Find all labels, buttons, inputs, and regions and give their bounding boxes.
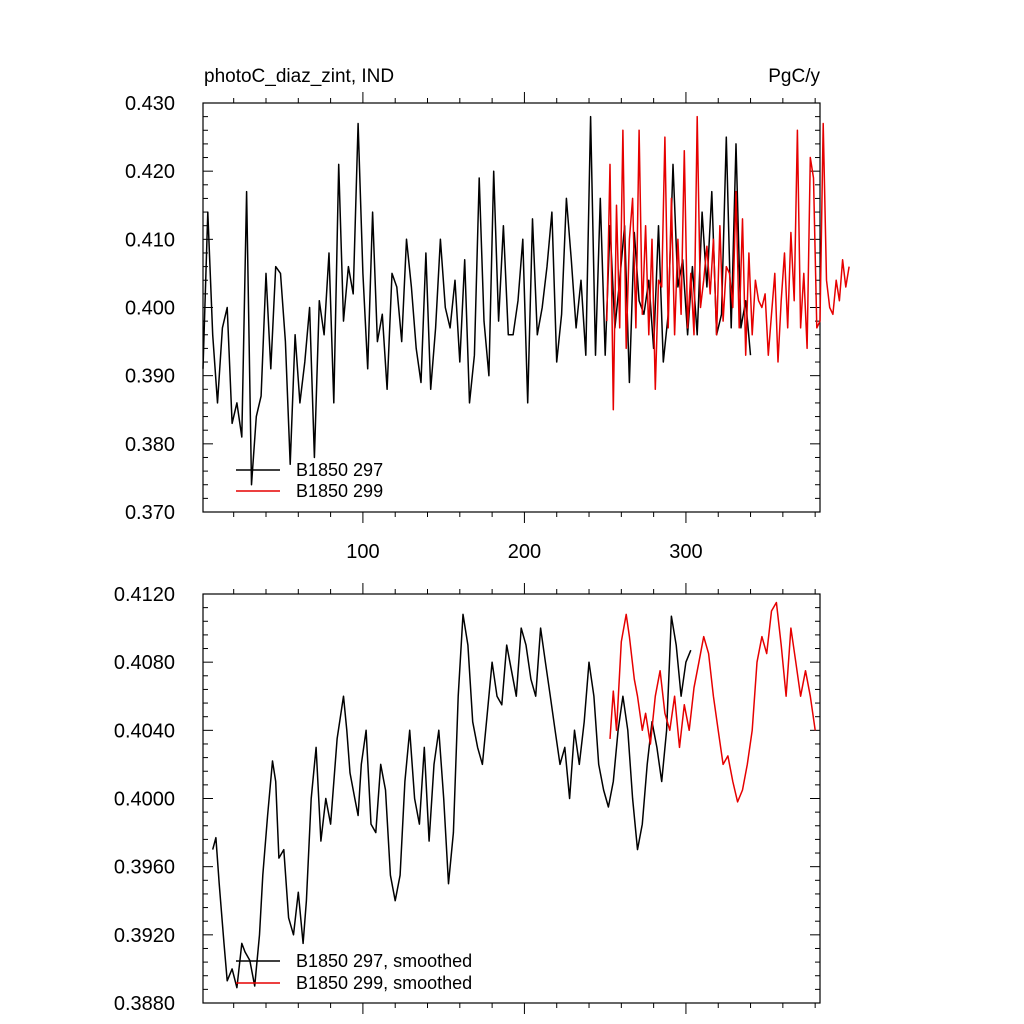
ytick-label: 0.370 [125, 502, 175, 524]
xtick-label: 300 [669, 541, 702, 563]
legend-label-299-smoothed: B1850 299, smoothed [296, 973, 472, 993]
ytick-label: 0.410 [125, 229, 175, 251]
ytick-label: 0.4120 [114, 584, 175, 606]
series-line-raw-0 [202, 115, 752, 486]
legend-smoothed: B1850 297, smoothed B1850 299, smoothed [236, 951, 472, 993]
ytick-label: 0.420 [125, 161, 175, 183]
xtick-label: 100 [346, 541, 379, 563]
ytick-label: 0.390 [125, 366, 175, 388]
legend-raw: B1850 297 B1850 299 [236, 460, 383, 501]
ytick-label: 0.380 [125, 434, 175, 456]
plot-frame-smoothed [202, 593, 821, 1004]
legend-label-297: B1850 297 [296, 460, 383, 480]
chart-title: photoC_diaz_zint, IND [204, 66, 394, 87]
legend-label-297-smoothed: B1850 297, smoothed [296, 951, 472, 971]
ytick-label: 0.430 [125, 93, 175, 115]
series-lines-smoothed [211, 601, 816, 989]
ticks-smoothed: 0.3880 0.3920 0.3960 0.4000 0.4040 0.4080 0.41… [114, 583, 820, 1015]
ticks-raw: 0.370 0.380 0.390 0.400 0.410 0.420 0.430 100 20… [125, 92, 820, 563]
ytick-label: 0.4040 [114, 720, 175, 742]
legend-label-299: B1850 299 [296, 481, 383, 501]
units-label: PgC/y [768, 66, 820, 87]
series-lines-raw [202, 115, 850, 486]
series-line-smoothed-0 [211, 613, 692, 989]
ytick-label: 0.3880 [114, 993, 175, 1015]
ytick-label: 0.3920 [114, 925, 175, 947]
raw-panel: photoC_diaz_zint, IND PgC/y 0.3700.3800.… [125, 66, 850, 563]
ytick-label: 0.4000 [114, 789, 175, 811]
smoothed-panel: 0.3880 0.3920 0.3960 0.4000 0.4040 0.4080 0.41… [114, 583, 821, 1015]
xtick-label: 200 [508, 541, 541, 563]
series-line-smoothed-1 [609, 601, 816, 803]
series-line-raw-1 [606, 115, 850, 411]
ytick-label: 0.4080 [114, 652, 175, 674]
ytick-label: 0.3960 [114, 857, 175, 879]
ytick-label: 0.400 [125, 298, 175, 320]
